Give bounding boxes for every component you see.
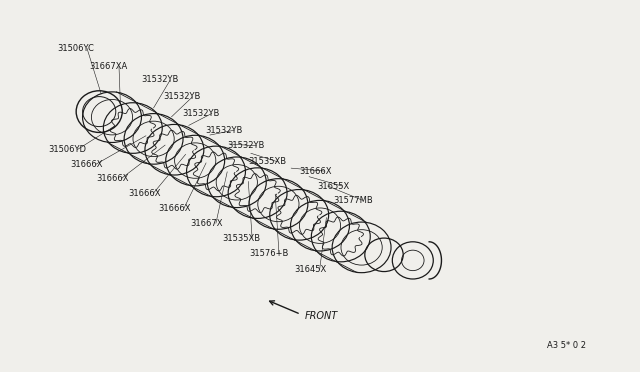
- Text: 31667XA: 31667XA: [90, 62, 128, 71]
- Text: 31532YB: 31532YB: [205, 126, 242, 135]
- Text: 31576+B: 31576+B: [250, 249, 289, 258]
- Text: 31667X: 31667X: [191, 219, 223, 228]
- Text: 31645X: 31645X: [294, 265, 326, 274]
- Text: 31655X: 31655X: [317, 182, 349, 190]
- Text: 31666X: 31666X: [159, 204, 191, 213]
- Text: FRONT: FRONT: [305, 311, 338, 321]
- Text: 31506YD: 31506YD: [48, 145, 86, 154]
- Text: 31666X: 31666X: [128, 189, 161, 198]
- Text: 31532YB: 31532YB: [141, 76, 178, 84]
- Text: 31532YB: 31532YB: [227, 141, 264, 150]
- Text: 31666X: 31666X: [96, 174, 129, 183]
- Text: 31577MB: 31577MB: [333, 196, 372, 205]
- Text: 31532YB: 31532YB: [163, 92, 200, 101]
- Text: 31535XB: 31535XB: [223, 234, 261, 243]
- Text: 31535XB: 31535XB: [248, 157, 287, 166]
- Text: A3 5* 0 2: A3 5* 0 2: [547, 341, 586, 350]
- Text: 31666X: 31666X: [300, 167, 332, 176]
- Text: 31666X: 31666X: [70, 160, 103, 169]
- Text: 31532YB: 31532YB: [182, 109, 220, 118]
- Text: 31506YC: 31506YC: [58, 44, 95, 53]
